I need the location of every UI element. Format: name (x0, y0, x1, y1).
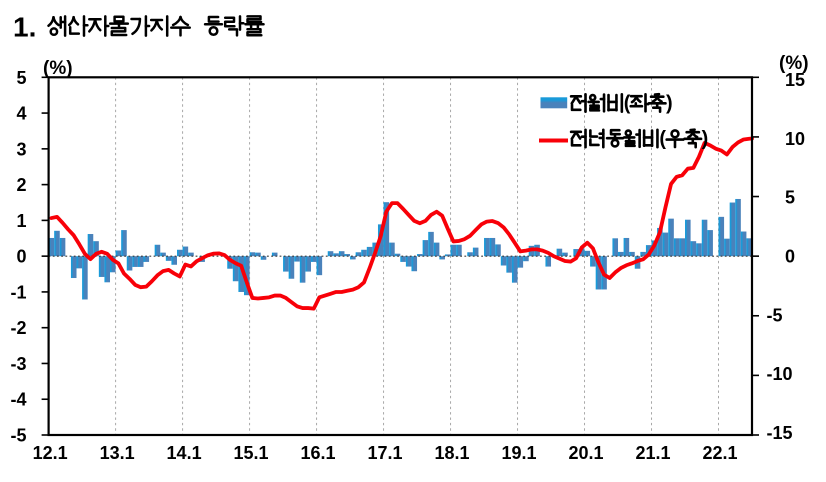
svg-text:16.1: 16.1 (301, 443, 336, 463)
svg-text:1.: 1. (13, 11, 36, 42)
svg-text:0: 0 (16, 247, 26, 267)
svg-text:1: 1 (16, 211, 26, 231)
svg-text:-10: -10 (767, 364, 793, 384)
svg-text:13.1: 13.1 (100, 443, 135, 463)
svg-text:15.1: 15.1 (234, 443, 269, 463)
svg-text:-3: -3 (10, 354, 26, 374)
svg-text:4: 4 (16, 104, 26, 124)
svg-text:-1: -1 (10, 282, 26, 302)
svg-text:5: 5 (785, 188, 795, 208)
svg-text:-5: -5 (10, 426, 26, 446)
svg-text:3: 3 (16, 139, 26, 159)
svg-text:): ) (702, 128, 709, 150)
svg-text:18.1: 18.1 (435, 443, 470, 463)
svg-text:-4: -4 (10, 390, 26, 410)
svg-text:(%): (%) (43, 58, 73, 79)
svg-text:(: ( (659, 128, 666, 150)
svg-text:2: 2 (16, 175, 26, 195)
svg-text:15: 15 (785, 70, 805, 90)
svg-text:10: 10 (785, 129, 805, 149)
svg-text:20.1: 20.1 (568, 443, 603, 463)
svg-text:(: ( (624, 93, 631, 115)
svg-text:21.1: 21.1 (635, 443, 670, 463)
svg-text:12.1: 12.1 (33, 443, 68, 463)
svg-text:22.1: 22.1 (702, 443, 737, 463)
svg-text:): ) (666, 93, 673, 115)
svg-text:17.1: 17.1 (368, 443, 403, 463)
svg-text:0: 0 (785, 246, 795, 266)
svg-text:-15: -15 (767, 423, 793, 443)
svg-text:5: 5 (16, 68, 26, 88)
svg-text:19.1: 19.1 (502, 443, 537, 463)
svg-text:(%): (%) (779, 53, 809, 74)
svg-text:14.1: 14.1 (167, 443, 202, 463)
svg-text:-5: -5 (767, 305, 783, 325)
svg-text:-2: -2 (10, 318, 26, 338)
